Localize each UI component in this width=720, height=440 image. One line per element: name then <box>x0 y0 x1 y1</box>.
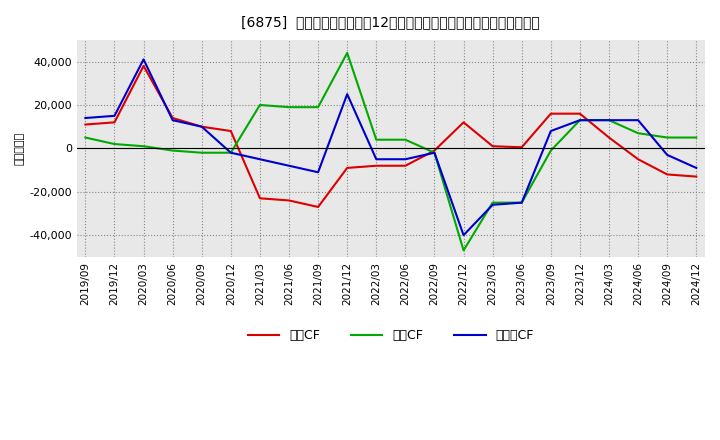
Legend: 営業CF, 投資CF, フリーCF: 営業CF, 投資CF, フリーCF <box>243 324 539 347</box>
投資CF <box>81 135 90 140</box>
フリーCF <box>401 157 410 162</box>
フリーCF <box>284 163 293 169</box>
フリーCF <box>256 157 264 162</box>
フリーCF <box>488 202 497 207</box>
投資CF <box>227 150 235 155</box>
Y-axis label: （百万円）: （百万円） <box>15 132 25 165</box>
営業CF <box>518 145 526 150</box>
投資CF <box>488 200 497 205</box>
投資CF <box>343 50 351 55</box>
営業CF <box>110 120 119 125</box>
営業CF <box>401 163 410 169</box>
投資CF <box>459 248 468 253</box>
フリーCF <box>546 128 555 134</box>
投資CF <box>168 148 177 153</box>
フリーCF <box>81 115 90 121</box>
投資CF <box>575 117 584 123</box>
投資CF <box>663 135 672 140</box>
フリーCF <box>575 117 584 123</box>
Line: フリーCF: フリーCF <box>86 59 696 235</box>
営業CF <box>692 174 701 179</box>
フリーCF <box>110 113 119 118</box>
営業CF <box>575 111 584 116</box>
投資CF <box>518 200 526 205</box>
フリーCF <box>372 157 381 162</box>
営業CF <box>546 111 555 116</box>
営業CF <box>197 124 206 129</box>
投資CF <box>401 137 410 143</box>
投資CF <box>256 103 264 108</box>
投資CF <box>634 131 642 136</box>
フリーCF <box>663 152 672 158</box>
営業CF <box>227 128 235 134</box>
フリーCF <box>605 117 613 123</box>
投資CF <box>372 137 381 143</box>
フリーCF <box>343 92 351 97</box>
フリーCF <box>430 150 438 155</box>
営業CF <box>372 163 381 169</box>
営業CF <box>430 148 438 153</box>
投資CF <box>546 148 555 153</box>
営業CF <box>663 172 672 177</box>
フリーCF <box>197 124 206 129</box>
Line: 営業CF: 営業CF <box>86 66 696 207</box>
Line: 投資CF: 投資CF <box>86 53 696 250</box>
投資CF <box>692 135 701 140</box>
フリーCF <box>634 117 642 123</box>
営業CF <box>459 120 468 125</box>
フリーCF <box>168 117 177 123</box>
投資CF <box>284 105 293 110</box>
フリーCF <box>227 150 235 155</box>
フリーCF <box>692 165 701 171</box>
投資CF <box>139 143 148 149</box>
営業CF <box>256 196 264 201</box>
フリーCF <box>139 57 148 62</box>
投資CF <box>110 141 119 147</box>
Title: [6875]  キャッシュフローの12か月移動合計の対前年同期増減額の推移: [6875] キャッシュフローの12か月移動合計の対前年同期増減額の推移 <box>241 15 540 29</box>
投資CF <box>197 150 206 155</box>
営業CF <box>81 122 90 127</box>
営業CF <box>168 115 177 121</box>
営業CF <box>314 204 323 209</box>
営業CF <box>605 135 613 140</box>
投資CF <box>314 105 323 110</box>
フリーCF <box>518 200 526 205</box>
営業CF <box>488 143 497 149</box>
営業CF <box>343 165 351 171</box>
営業CF <box>284 198 293 203</box>
フリーCF <box>314 169 323 175</box>
投資CF <box>605 117 613 123</box>
フリーCF <box>459 233 468 238</box>
投資CF <box>430 150 438 155</box>
営業CF <box>139 63 148 69</box>
営業CF <box>634 157 642 162</box>
